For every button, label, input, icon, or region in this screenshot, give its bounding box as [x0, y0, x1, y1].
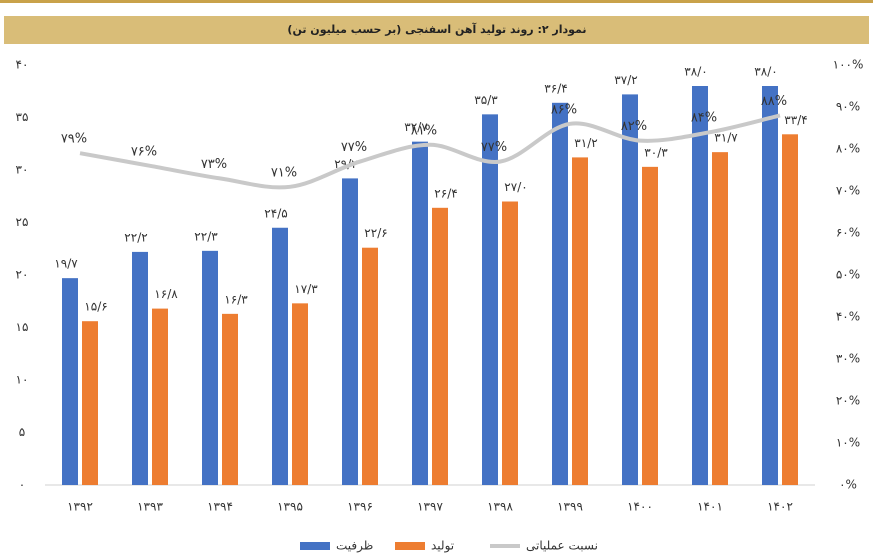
x-tick-label: ۱۳۹۲: [67, 500, 93, 514]
bar-value-label: ۳۱/۷: [714, 131, 738, 145]
bar: [642, 166, 658, 485]
bar: [272, 227, 288, 485]
bar: [432, 207, 448, 486]
bar: [762, 86, 778, 485]
bar-value-label: ۳۲/۷: [404, 120, 428, 134]
legend-swatch: [300, 542, 330, 550]
title-bar: [4, 16, 869, 44]
bar-value-label: ۲۴/۵: [264, 206, 287, 220]
y-tick-label: ۵: [19, 425, 25, 439]
top-rule: [0, 0, 873, 3]
y2-tick-label: ۱۰۰%: [833, 58, 864, 72]
x-tick-label: ۱۳۹۷: [417, 500, 443, 514]
chart-title: نمودار ۲: روند تولید آهن اسفنجی (بر حسب …: [287, 22, 586, 36]
bar: [292, 303, 308, 485]
x-tick-label: ۱۳۹۶: [347, 500, 373, 514]
bar-value-label: ۳۱/۲: [574, 136, 597, 150]
y2-tick-label: ۷۰%: [836, 184, 860, 198]
line-value-label: ۸۱%: [411, 123, 437, 138]
bar-value-label: ۳۵/۳: [474, 93, 498, 107]
line-value-label: ۷۹%: [61, 132, 87, 147]
bar-value-label: ۱۷/۳: [294, 282, 318, 296]
y-tick-label: ۴۰: [16, 58, 29, 72]
bar-value-label: ۱۶/۸: [154, 287, 178, 301]
y-tick-label: ۲۰: [16, 268, 29, 282]
bar: [622, 94, 638, 486]
line-value-label: ۸۲%: [621, 119, 647, 134]
y-tick-label: ۳۰: [16, 163, 29, 177]
bar: [82, 321, 98, 485]
x-tick-label: ۱۳۹۳: [137, 500, 163, 514]
bar: [202, 250, 218, 485]
bar-value-label: ۱۵/۶: [84, 300, 107, 314]
line-value-label: ۸۸%: [761, 94, 787, 109]
ratio-line: [79, 113, 781, 190]
line-value-label: ۷۷%: [341, 140, 367, 155]
bar-value-label: ۳۳/۴: [784, 113, 807, 127]
bar-value-label: ۲۶/۴: [434, 186, 457, 200]
bar-value-label: ۳۷/۲: [614, 73, 637, 87]
line-value-label: ۸۶%: [551, 102, 577, 117]
x-tick-label: ۱۳۹۴: [207, 500, 233, 514]
x-tick-label: ۱۴۰۰: [627, 500, 653, 514]
bar-value-label: ۳۸/۰: [684, 65, 707, 79]
bar: [362, 247, 378, 485]
line-value-label: ۷۳%: [201, 157, 227, 172]
bar: [552, 102, 568, 486]
bar-value-label: ۱۶/۳: [224, 292, 248, 306]
bar-value-label: ۲۲/۶: [364, 226, 387, 240]
y-tick-label: ۳۵: [16, 110, 29, 124]
y2-tick-label: ۳۰%: [836, 352, 860, 366]
y2-tick-label: ۵۰%: [836, 268, 860, 282]
legend-label: ظرفیت: [336, 539, 373, 554]
y-tick-label: ۰: [19, 478, 25, 492]
y2-tick-label: ۲۰%: [836, 394, 860, 408]
bar-value-label: ۳۰/۳: [644, 145, 668, 159]
bar-value-label: ۱۹/۷: [54, 257, 78, 271]
y2-tick-label: ۸۰%: [836, 142, 860, 156]
y2-tick-label: ۱۰%: [836, 436, 860, 450]
bar: [412, 141, 428, 485]
bar: [782, 134, 798, 486]
bar-value-label: ۲۲/۲: [124, 230, 147, 244]
bar: [572, 157, 588, 485]
bar-value-label: ۲۷/۰: [504, 180, 527, 194]
legend-swatch: [395, 542, 425, 550]
bar: [502, 201, 518, 485]
y2-tick-label: ۰%: [839, 478, 857, 492]
legend-label: تولید: [431, 539, 454, 554]
x-tick-label: ۱۳۹۸: [487, 500, 513, 514]
y2-tick-label: ۶۰%: [836, 226, 860, 240]
bar: [712, 152, 728, 485]
bar: [342, 178, 358, 485]
y-tick-label: ۲۵: [16, 215, 29, 229]
y2-tick-label: ۹۰%: [836, 100, 860, 114]
line-value-label: ۸۴%: [691, 111, 717, 126]
bar-value-label: ۳۸/۰: [754, 65, 777, 79]
bar: [692, 86, 708, 485]
bar-value-label: ۳۶/۴: [544, 81, 567, 95]
x-tick-label: ۱۳۹۹: [557, 500, 583, 514]
line-value-label: ۷۷%: [481, 140, 507, 155]
bar: [132, 251, 148, 485]
bar: [222, 313, 238, 485]
y-tick-label: ۱۰: [16, 373, 29, 387]
bar: [62, 278, 78, 485]
line-value-label: ۷۱%: [271, 165, 297, 180]
x-tick-label: ۱۴۰۲: [767, 500, 793, 514]
line-value-label: ۷۶%: [131, 144, 157, 159]
y-tick-label: ۱۵: [16, 320, 29, 334]
x-tick-label: ۱۳۹۵: [277, 500, 303, 514]
bar-value-label: ۲۲/۳: [194, 229, 218, 243]
legend-label: نسبت عملیاتی: [526, 539, 598, 553]
x-tick-label: ۱۴۰۱: [697, 500, 723, 514]
bar: [482, 114, 498, 485]
bar: [152, 308, 168, 485]
y2-tick-label: ۴۰%: [836, 310, 860, 324]
